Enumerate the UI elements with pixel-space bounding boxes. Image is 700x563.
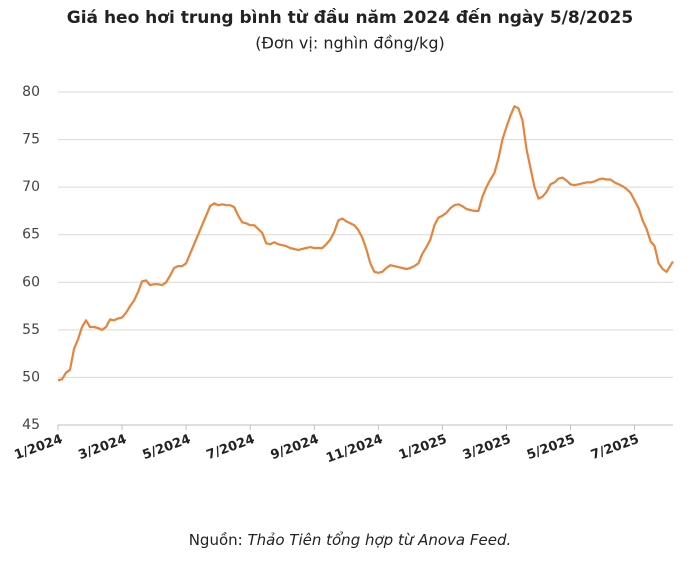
y-tick-label: 65: [22, 227, 40, 243]
line-series: [57, 105, 674, 382]
y-tick-label: 55: [22, 322, 40, 338]
y-tick-label: 70: [22, 179, 40, 195]
x-tick-label: 5/2025: [525, 432, 577, 463]
x-tick-label: 7/2024: [205, 432, 257, 463]
x-tick-label: 3/2025: [461, 432, 513, 463]
source: Nguồn: Thảo Tiên tổng hợp từ Anova Feed.: [189, 531, 512, 549]
source-text: Thảo Tiên tổng hợp từ Anova Feed.: [247, 531, 511, 549]
chart-subtitle: (Đơn vị: nghìn đồng/kg): [255, 34, 444, 53]
y-tick-label: 45: [22, 417, 40, 433]
x-tick-label: 9/2024: [269, 432, 321, 463]
y-tick-label: 50: [22, 369, 40, 385]
y-tick-label: 60: [22, 274, 40, 290]
x-tick-label: 7/2025: [589, 432, 641, 463]
x-tick-label: 11/2024: [324, 432, 385, 466]
x-tick-label: 1/2025: [397, 432, 449, 463]
x-tick-label: 3/2024: [77, 432, 129, 463]
y-tick-label: 80: [22, 84, 40, 100]
chart-title: Giá heo hơi trung bình từ đầu năm 2024 đ…: [67, 7, 633, 28]
x-tick-label: 5/2024: [141, 432, 193, 463]
x-tick-label: 1/2024: [12, 432, 64, 463]
source-label: Nguồn:: [189, 531, 243, 549]
y-tick-label: 75: [22, 132, 40, 148]
